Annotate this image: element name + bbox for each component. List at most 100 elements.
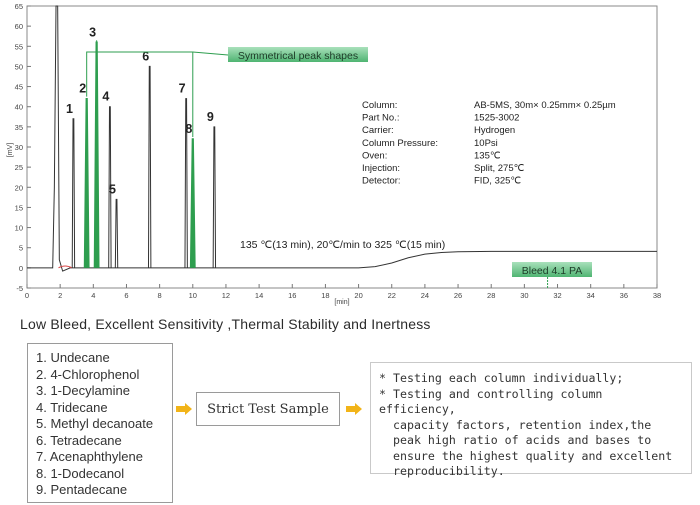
x-tick-label: 28 — [487, 291, 495, 300]
x-tick-label: 2 — [58, 291, 62, 300]
condition-value: Split, 275℃ — [474, 163, 525, 174]
x-tick-label: 16 — [288, 291, 296, 300]
compound-item: 7. Acenaphthylene — [36, 449, 143, 464]
x-tick-label: 6 — [124, 291, 128, 300]
condition-value: Hydrogen — [474, 125, 515, 136]
compound-item: 1. Undecane — [36, 350, 110, 365]
note-text: Testing and controlling column efficienc… — [379, 386, 603, 417]
note-star: * — [379, 386, 386, 401]
peak-label-8: 8 — [185, 122, 192, 136]
x-tick-label: 8 — [158, 291, 162, 300]
condition-key: Detector: — [362, 176, 401, 187]
x-tick-label: 30 — [520, 291, 528, 300]
solvent-tail — [58, 265, 73, 269]
y-tick-label: 0 — [19, 264, 23, 273]
temperature-program: 135 ℃(13 min), 20℃/min to 325 ℃(15 min) — [240, 239, 445, 251]
peak-4 — [108, 106, 112, 268]
x-tick-label: 4 — [91, 291, 95, 300]
x-tick-label: 32 — [553, 291, 561, 300]
x-tick-label: 0 — [25, 291, 29, 300]
x-tick-label: 14 — [255, 291, 263, 300]
peak-label-5: 5 — [109, 182, 116, 196]
y-tick-label: 30 — [15, 143, 23, 152]
note-line: ensure the highest quality and excellent — [379, 449, 685, 465]
peak-3 — [93, 41, 100, 268]
condition-value: 10Psi — [474, 138, 498, 149]
condition-value: 135℃ — [474, 150, 501, 161]
condition-value: 1525-3002 — [474, 113, 519, 124]
note-star: * — [379, 371, 386, 385]
y-axis: -5 0 5 10 15 20 25 30 35 40 45 50 55 60 65 — [15, 2, 31, 293]
y-tick-label: 40 — [15, 103, 23, 112]
peak-label-1: 1 — [66, 102, 73, 116]
x-tick-label: 20 — [354, 291, 362, 300]
peak-8 — [189, 138, 196, 268]
note-line: peak high ratio of acids and bases to — [379, 433, 685, 449]
strict-test-sample-box: Strict Test Sample — [196, 392, 340, 426]
compound-list: 1. Undecane 2. 4-Chlorophenol 3. 1-Decylam… — [36, 350, 172, 499]
peak-label-9: 9 — [207, 110, 214, 124]
note-text: peak high ratio of acids and bases to — [393, 433, 652, 447]
peak-shape-callout: Symmetrical peak shapes — [86, 40, 368, 137]
compound-item: 6. Tetradecane — [36, 432, 122, 448]
condition-key: Column: — [362, 100, 397, 111]
note-text: Testing each column individually; — [393, 371, 624, 385]
peak-label-2: 2 — [79, 82, 86, 96]
peak-label-3: 3 — [89, 25, 96, 39]
callout-bracket — [86, 51, 194, 137]
compound-item: 2. 4-Chlorophenol — [36, 366, 140, 382]
peak-label-4: 4 — [102, 90, 109, 104]
condition-key: Carrier: — [362, 125, 394, 136]
compound-item: 9. Pentadecane — [36, 482, 128, 497]
peak-6 — [147, 65, 152, 268]
peak-2 — [83, 97, 90, 268]
x-axis: 0 2 4 6 8 10 12 14 16 18 20 22 24 26 28 30 32 34 36 38 — [25, 284, 661, 300]
y-tick-label: 10 — [15, 224, 23, 233]
x-tick-label: 18 — [321, 291, 329, 300]
testing-notes-box: * Testing each column individually; * Testi… — [370, 362, 692, 478]
note-line: capacity factors, retention index,the — [379, 418, 685, 434]
callout-connector — [192, 51, 229, 56]
y-tick-label: 5 — [19, 244, 23, 253]
y-tick-label: 50 — [15, 62, 23, 71]
compound-item: 3. 1-Decylamine — [36, 383, 130, 398]
condition-key: Column Pressure: — [362, 138, 438, 149]
peak-labels: 12 3 4 5 6 7 8 9 — [66, 25, 214, 196]
callout-text: Symmetrical peak shapes — [238, 50, 358, 62]
note-text: reproducibility. — [393, 464, 505, 478]
compound-item: 4. Tridecane — [36, 399, 108, 415]
bleed-marker: Bleed 4.1 PA — [512, 262, 592, 288]
note-line: * Testing and controlling column efficien… — [379, 387, 685, 418]
x-tick-label: 26 — [454, 291, 462, 300]
compound-list-box: 1. Undecane 2. 4-Chlorophenol 3. 1-Decylam… — [27, 343, 173, 503]
peak-1 — [71, 118, 76, 268]
headline: Low Bleed, Excellent Sensitivity ,Therma… — [20, 316, 431, 332]
y-tick-label: 65 — [15, 2, 23, 11]
condition-value: AB-5MS, 30m× 0.25mm× 0.25µm — [474, 100, 616, 111]
y-tick-label: 15 — [15, 203, 23, 212]
x-tick-label: 36 — [620, 291, 628, 300]
x-tick-label: 22 — [388, 291, 396, 300]
x-tick-label: 24 — [421, 291, 429, 300]
testing-notes: * Testing each column individually; * Testi… — [379, 371, 685, 480]
peak-label-7: 7 — [179, 82, 186, 96]
condition-value: FID, 325℃ — [474, 176, 521, 187]
x-tick-label: 38 — [653, 291, 661, 300]
x-tick-label: 34 — [587, 291, 595, 300]
conditions-table: Column: AB-5MS, 30m× 0.25mm× 0.25µm Part N… — [362, 100, 616, 187]
x-axis-label: [min] — [334, 299, 349, 306]
note-line: * Testing each column individually; — [379, 371, 685, 387]
arrow-right-icon — [176, 403, 192, 415]
condition-key: Part No.: — [362, 113, 400, 124]
peak-9 — [212, 126, 217, 268]
y-tick-label: 25 — [15, 163, 23, 172]
y-tick-label: 60 — [15, 22, 23, 31]
arrow-right-icon — [346, 403, 362, 415]
condition-key: Oven: — [362, 150, 387, 161]
x-tick-label: 12 — [222, 291, 230, 300]
note-text: capacity factors, retention index,the — [393, 417, 652, 432]
y-tick-label: 35 — [15, 123, 23, 132]
peaks-group — [58, 41, 217, 269]
bleed-box — [512, 262, 592, 277]
